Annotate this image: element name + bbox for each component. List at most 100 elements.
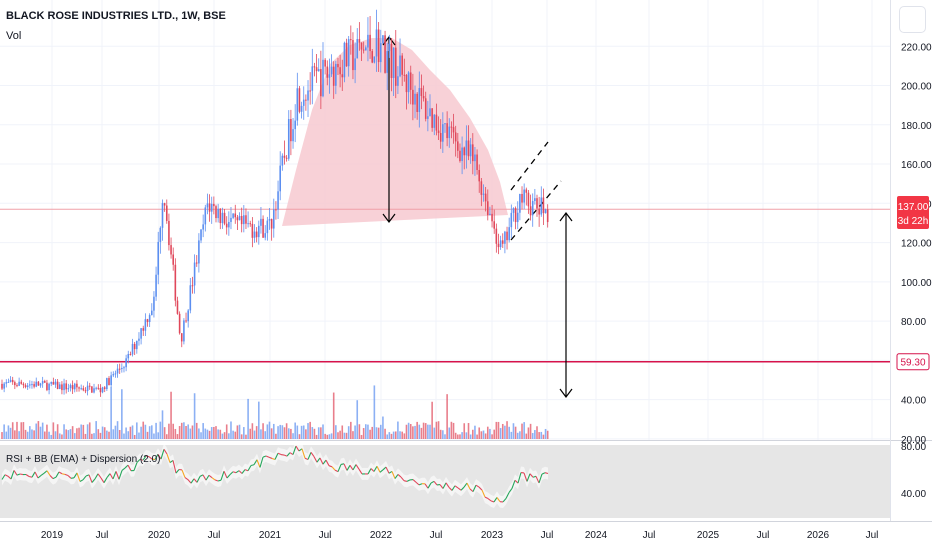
rsi-line-segment <box>187 479 192 484</box>
candle-body <box>442 124 444 142</box>
volume-bar <box>279 424 281 439</box>
volume-bar <box>296 425 299 439</box>
candle-body <box>44 381 46 383</box>
rsi-line-segment <box>388 470 393 474</box>
candle-body <box>296 88 299 121</box>
candle-body <box>335 63 337 86</box>
rsi-line-segment <box>166 453 171 463</box>
candle-body <box>339 67 341 75</box>
rsi-line-segment <box>40 472 45 476</box>
volume-bar <box>337 432 339 439</box>
candle-body <box>538 208 540 215</box>
rsi-line-segment <box>352 464 357 471</box>
rsi-line-segment <box>490 500 495 503</box>
candle-body <box>247 223 249 225</box>
volume-bar <box>151 425 153 439</box>
volume-bar <box>397 421 399 439</box>
volume-bar <box>294 422 296 439</box>
volume-legend[interactable]: Vol <box>6 30 21 42</box>
candle-body <box>144 319 147 331</box>
candle-body <box>457 141 459 151</box>
volume-bar <box>290 428 292 439</box>
rsi-line-segment <box>502 498 507 503</box>
candle-body <box>326 66 329 78</box>
rsi-line-segment <box>253 459 258 466</box>
candle-body <box>405 74 408 93</box>
time-tick-label: 2025 <box>697 530 720 541</box>
rsi-legend[interactable]: RSI + BB (EMA) + Dispersion (2.0) <box>6 454 161 465</box>
rsi-line-segment <box>94 473 99 480</box>
volume-bar <box>251 423 254 439</box>
candle-body <box>489 213 491 216</box>
candle-body <box>279 165 281 192</box>
rsi-line-segment <box>79 479 84 482</box>
volume-bar <box>78 427 80 439</box>
volume-bar <box>478 427 481 439</box>
candle-body <box>388 43 391 52</box>
volume-bar <box>84 433 87 439</box>
candle-body <box>302 99 305 106</box>
candle-body <box>298 88 301 112</box>
volume-bar <box>467 423 470 439</box>
rsi-line-segment <box>400 476 405 482</box>
candle-body <box>452 127 455 133</box>
volume-bar <box>65 429 67 439</box>
candle-body <box>463 147 466 156</box>
volume-bar <box>350 421 352 439</box>
candle-body <box>33 384 35 387</box>
time-tick-label: 2023 <box>481 530 504 541</box>
candle-body <box>412 89 414 105</box>
volume-bar <box>384 428 386 439</box>
volume-bar <box>230 421 232 439</box>
volume-bar <box>189 428 192 439</box>
rsi-line-segment <box>262 455 267 458</box>
volume-bar <box>544 428 547 439</box>
rsi-line-segment <box>337 464 342 472</box>
volume-bar <box>506 421 508 439</box>
candle-body <box>131 343 134 355</box>
rsi-line-segment <box>472 484 477 492</box>
rsi-line-segment <box>259 456 264 468</box>
volume-bar <box>285 423 288 439</box>
volume-bar <box>69 429 72 439</box>
candle-body <box>127 354 130 359</box>
volume-bar <box>493 429 495 439</box>
volume-bar <box>435 421 438 439</box>
candle-body <box>129 354 132 356</box>
volume-bar <box>277 426 279 439</box>
candle-body <box>255 231 258 238</box>
target-projection-arrow-head-bottom <box>559 388 573 398</box>
candle-body <box>245 215 247 224</box>
candle-body <box>510 212 513 228</box>
rsi-line-segment <box>235 470 240 474</box>
volume-bar <box>221 433 224 439</box>
volume-bar <box>418 424 421 439</box>
volume-bar <box>161 410 164 439</box>
volume-bar <box>412 426 414 439</box>
volume-bar <box>497 421 500 439</box>
volume-bar <box>206 429 209 439</box>
candle-body <box>508 227 510 241</box>
chart-settings-button[interactable] <box>899 6 926 33</box>
volume-bar <box>193 393 196 439</box>
rsi-line-segment <box>454 485 459 489</box>
rsi-line-segment <box>511 480 516 489</box>
chart-title[interactable]: BLACK ROSE INDUSTRIES LTD., 1W, BSE <box>6 10 226 22</box>
rsi-line-segment <box>496 497 501 502</box>
candle-body <box>185 320 187 322</box>
rsi-line-segment <box>184 477 189 481</box>
rsi-line-segment <box>271 457 276 461</box>
candle-body <box>234 213 237 218</box>
candle-body <box>392 47 395 78</box>
price-tick-label: 100.00 <box>901 278 932 289</box>
candle-body <box>407 72 410 93</box>
volume-bar <box>409 424 412 439</box>
volume-bar <box>431 401 433 439</box>
candle-body <box>69 385 72 389</box>
rsi-line-segment <box>370 468 375 472</box>
volume-bar <box>35 423 38 439</box>
volume-bar <box>542 434 545 439</box>
rsi-line-segment <box>91 478 96 483</box>
rsi-line-segment <box>37 475 42 479</box>
candle-body <box>311 66 314 91</box>
